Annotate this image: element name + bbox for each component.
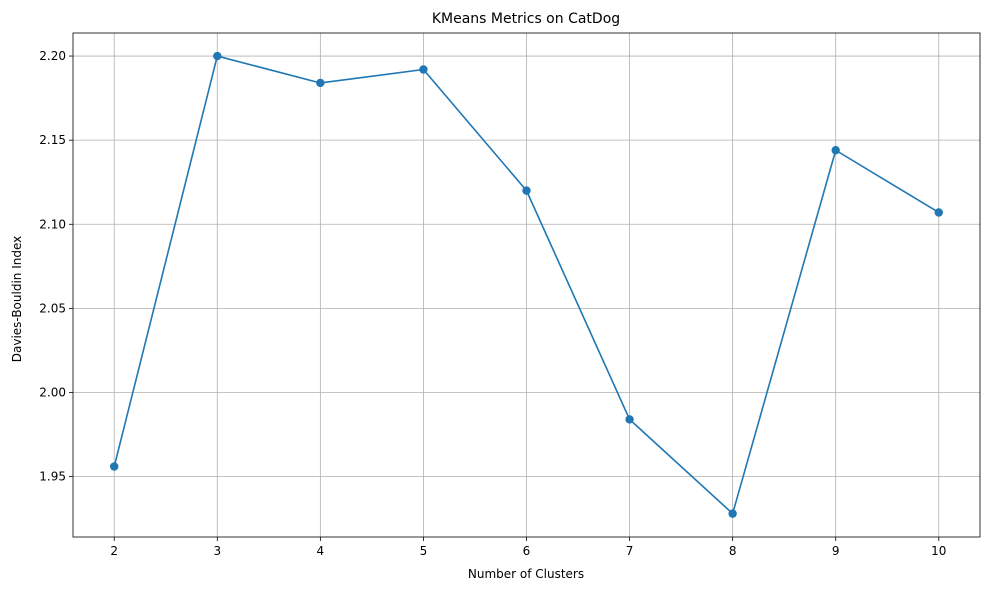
x-tick-label: 9 <box>832 544 840 558</box>
x-tick-label: 7 <box>626 544 634 558</box>
x-tick-label: 4 <box>317 544 325 558</box>
x-axis-label: Number of Clusters <box>468 567 584 581</box>
x-tick-label: 10 <box>931 544 946 558</box>
x-tick-label: 2 <box>110 544 118 558</box>
data-point <box>934 208 943 217</box>
grid <box>73 33 980 537</box>
data-point <box>831 146 840 155</box>
y-axis-label: Davies-Bouldin Index <box>10 236 24 363</box>
data-point <box>625 415 634 424</box>
x-tick-label: 8 <box>729 544 737 558</box>
series-layer <box>110 51 943 518</box>
y-axis: 1.95 2.00 2.05 2.10 2.15 2.20 <box>39 49 73 484</box>
x-tick-label: 6 <box>523 544 531 558</box>
data-point <box>213 51 222 61</box>
y-tick-label: 2.20 <box>39 49 66 63</box>
y-tick-label: 2.05 <box>39 301 66 315</box>
data-point <box>728 509 737 518</box>
data-point <box>419 65 428 74</box>
x-tick-label: 5 <box>420 544 428 558</box>
data-point <box>522 186 531 195</box>
y-tick-label: 2.15 <box>39 133 66 147</box>
x-axis: 2 3 4 5 6 7 8 9 10 <box>110 537 946 558</box>
data-point <box>316 78 325 88</box>
y-tick-label: 2.10 <box>39 217 66 231</box>
data-point <box>110 462 119 471</box>
y-tick-label: 2.00 <box>39 385 66 399</box>
chart-title: KMeans Metrics on CatDog <box>432 11 620 27</box>
y-tick-label: 1.95 <box>39 470 66 484</box>
x-tick-label: 3 <box>213 544 221 558</box>
